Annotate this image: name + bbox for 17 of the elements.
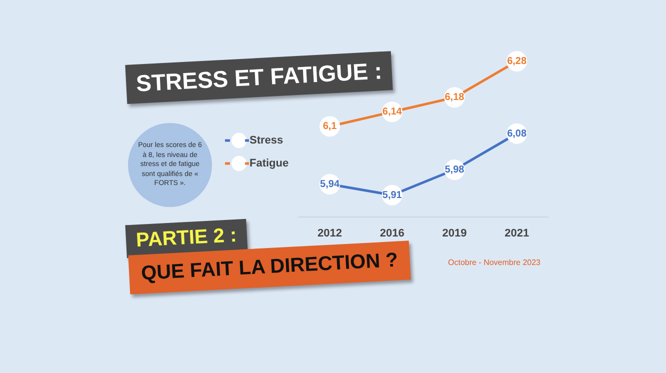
text: PARTIE 2 :: [125, 218, 248, 258]
data-label: 5,94: [320, 178, 340, 190]
x-tick-label: 2016: [380, 227, 404, 240]
x-tick-label: 2012: [318, 227, 342, 240]
x-tick-label: 2019: [442, 227, 467, 240]
legend-label: Stress: [250, 134, 284, 147]
data-label: 6,18: [444, 92, 465, 104]
data-label: 6,28: [507, 56, 527, 67]
data-label: 5,98: [444, 164, 465, 176]
text: Octobre - Novembre 2023: [448, 258, 540, 267]
data-label: 5,91: [382, 190, 402, 201]
data-label: 6,14: [382, 106, 402, 118]
chart-title: STRESS ET FATIGUE :: [125, 51, 394, 104]
x-tick-label: 2021: [504, 227, 530, 240]
data-label: 6,08: [507, 128, 527, 140]
legend-label: Fatigue: [250, 158, 289, 170]
data-label: 6,1: [322, 121, 338, 132]
